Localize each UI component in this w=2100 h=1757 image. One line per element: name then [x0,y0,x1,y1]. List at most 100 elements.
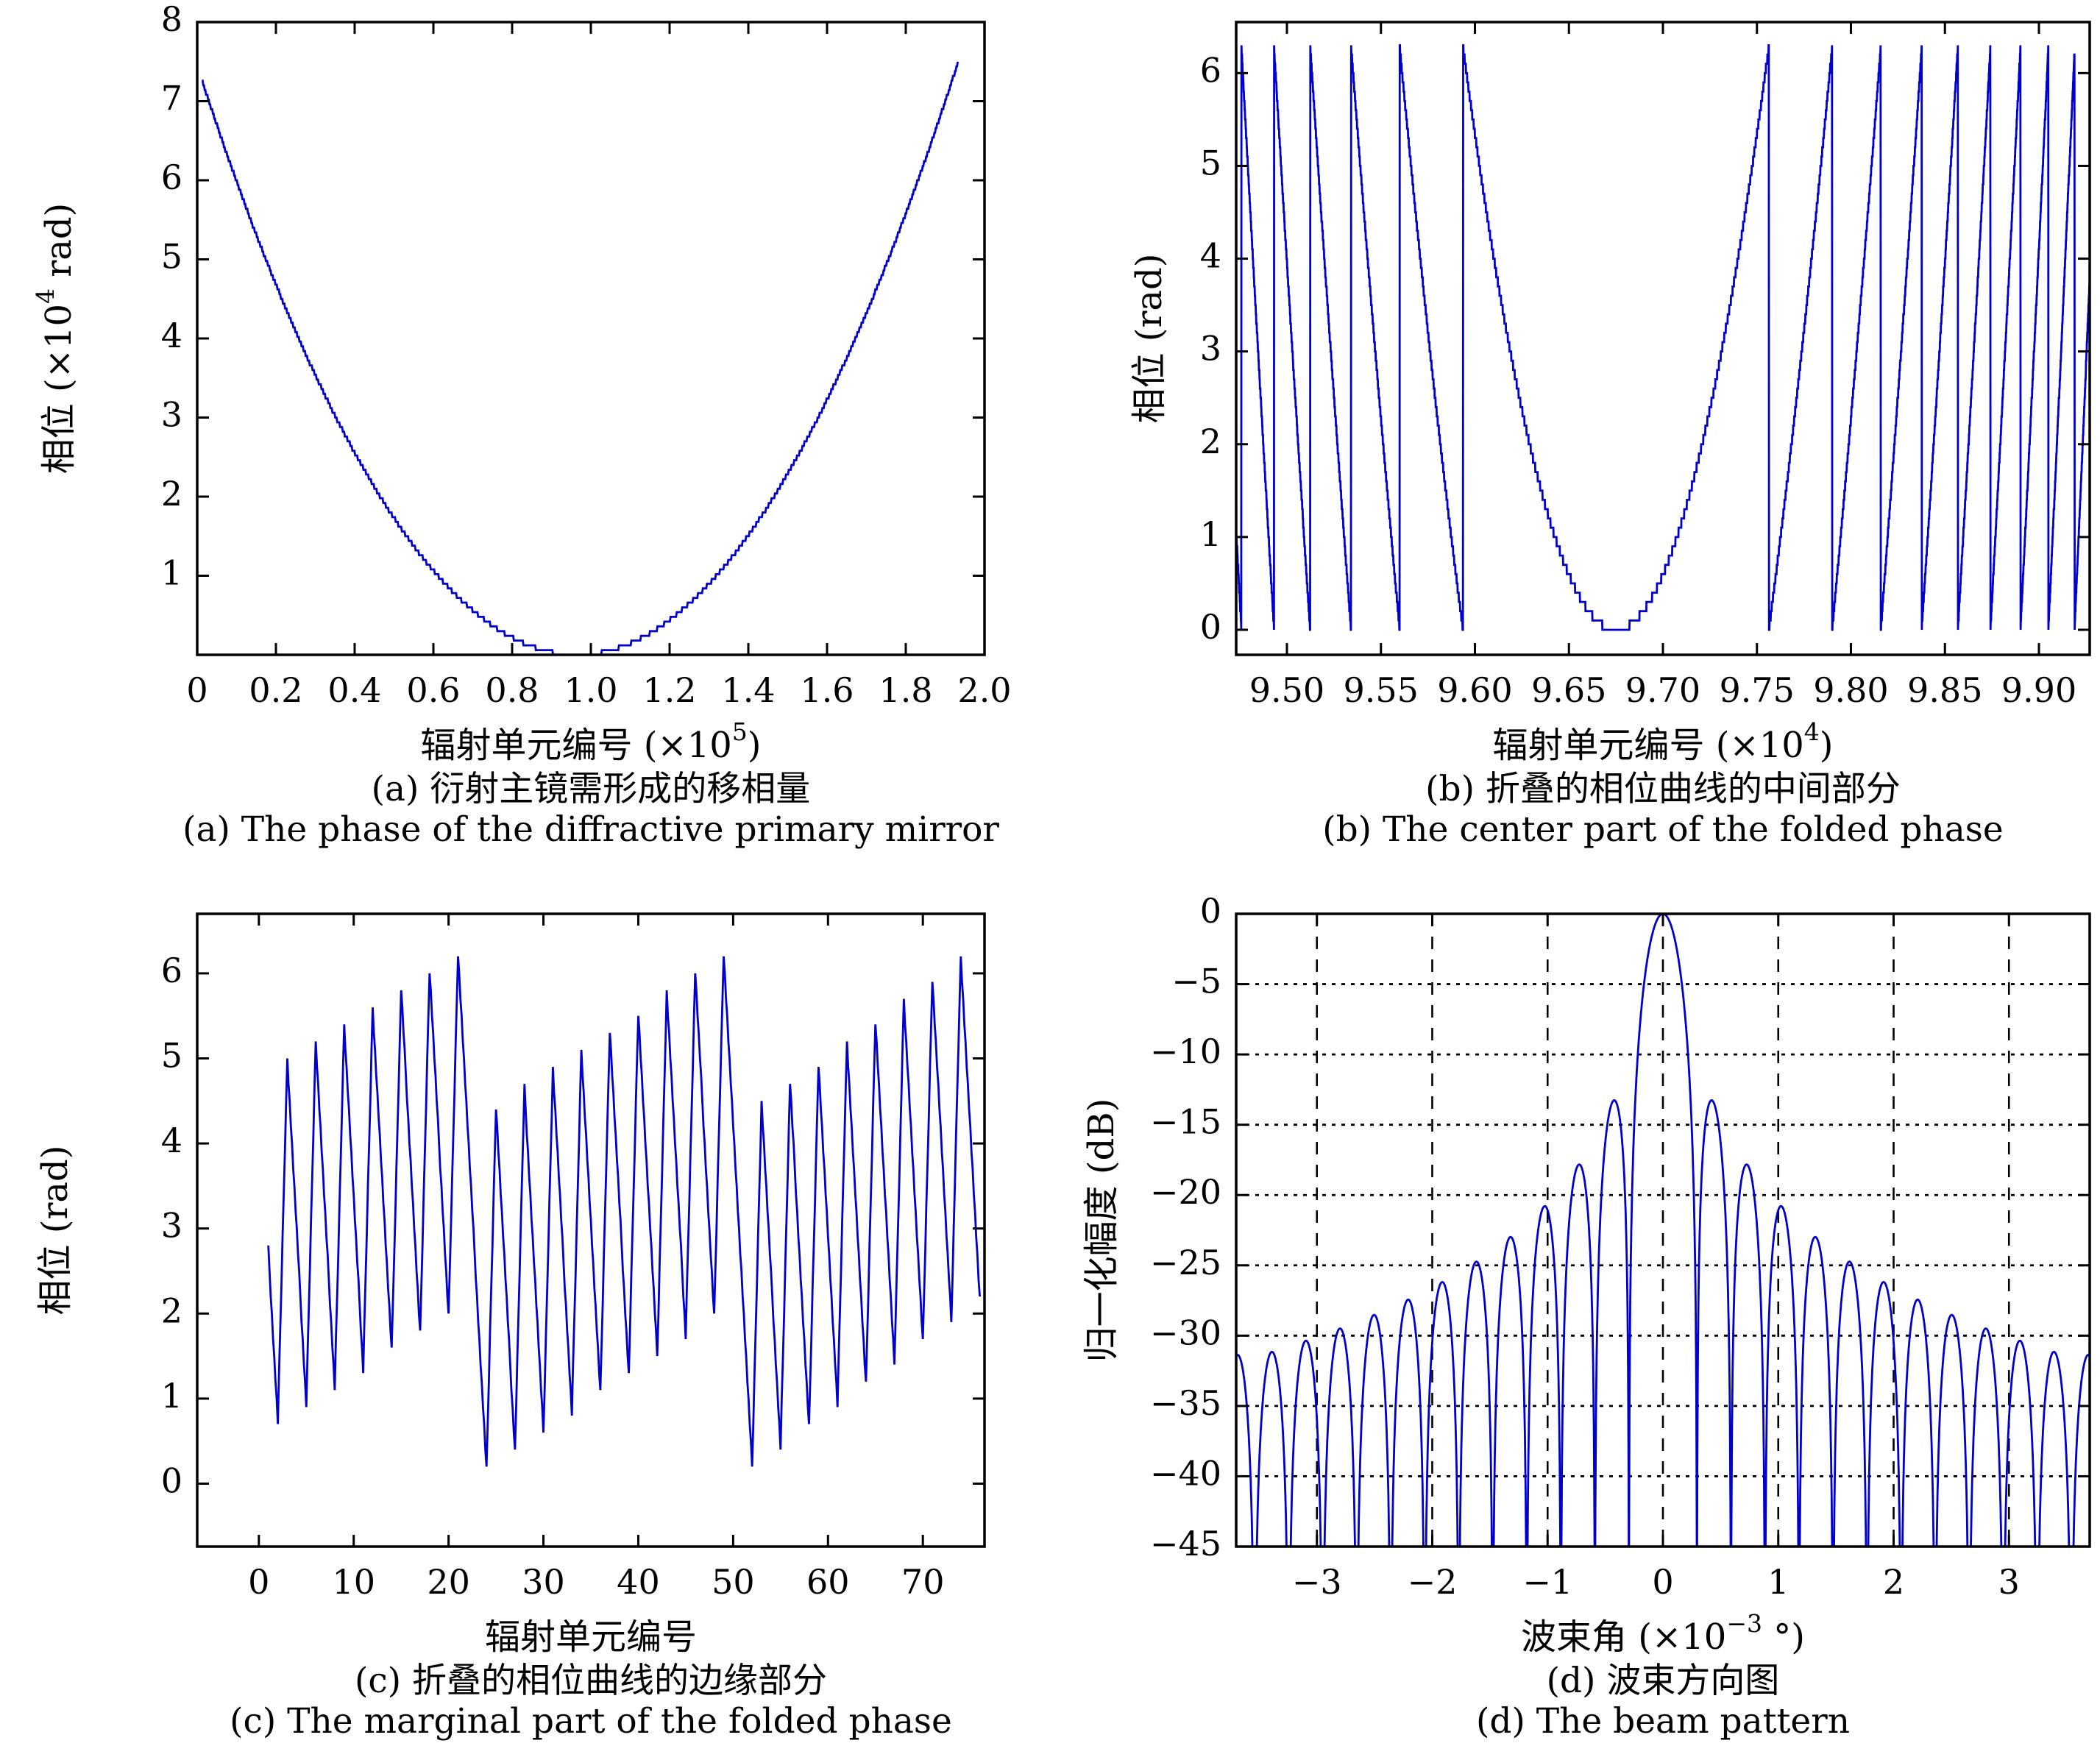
y-tick-label: −30 [1150,1313,1221,1352]
x-tick-label: 1 [1767,1562,1789,1602]
panel-d-caption-en: (d) The beam pattern [1476,1701,1850,1742]
y-tick-label: −45 [1150,1524,1221,1563]
panel-b: 9.50 9.55 9.60 9.65 9.70 9.75 9.80 9.85 9.90 0 1 2 3… [1050,0,2100,878]
panel-d: −3 −2 −1 0 1 2 3 0 −5 −10 −15 −20 −25 −30 −35 −40 −45 波束角… [1050,878,2100,1757]
x-tick-label: −1 [1522,1562,1572,1602]
panel-c-plot: 0 10 20 30 40 50 60 70 0 1 2 3 4 5 6 辐射单元编号 相位 (rad) [35,912,986,1658]
x-tick-label: 9.65 [1531,670,1606,710]
x-tick-label: 0.8 [485,670,539,710]
data-series-b [1236,44,2090,631]
y-tick-label: −35 [1150,1383,1221,1423]
panel-b-plot: 9.50 9.55 9.60 9.65 9.70 9.75 9.80 9.85 9.90 0 1 2 3… [1129,21,2091,766]
x-tick-label: 20 [427,1562,470,1602]
axis-label: 波束角 (×10−3 °) [1521,1609,1805,1658]
x-tick-label: 0.4 [327,670,381,710]
y-tick-label: 2 [1200,422,1221,461]
y-tick-label: 5 [161,237,182,277]
y-tick-label: 4 [161,1121,182,1160]
panel-c-caption-en: (c) The marginal part of the folded phas… [230,1701,952,1742]
x-tick-label: 9.60 [1437,670,1512,710]
x-tick-label: −2 [1408,1562,1458,1602]
x-tick-label: 1.2 [642,670,696,710]
y-tick-label: −40 [1150,1453,1221,1493]
axis-ticks [1236,912,2090,1548]
y-tick-label: 1 [161,553,182,593]
axis-label: 辐射单元编号 [485,1616,697,1658]
panel-c: 0 10 20 30 40 50 60 70 0 1 2 3 4 5 6 辐射单元编号 相位 (rad) (c)… [0,878,1050,1757]
panel-d-plot: −3 −2 −1 0 1 2 30−5−10−15−20−25−30−35−40−45波束角… [1081,891,2091,1658]
panel-a: 0 0.2 0.4 0.6 0.8 1.0 1.2 1.4 1.6 1.8 2.0 1 2 3 4 5 6 7 8 辐… [0,0,1050,878]
data-series-c [267,956,981,1467]
y-tick-label: 2 [161,1291,182,1330]
y-tick-label: 6 [161,157,182,197]
y-tick-label: 0 [161,1460,182,1500]
y-tick-label: 5 [1200,143,1221,182]
y-tick-label: 6 [161,951,182,990]
data-series-a [202,61,959,655]
y-tick-label: 7 [161,79,182,118]
panel-a-caption-en: (a) The phase of the diffractive primary… [182,809,999,850]
x-tick-label: 9.80 [1813,670,1888,710]
x-tick-label: 50 [712,1562,755,1602]
x-tick-label: 9.50 [1249,670,1324,710]
y-tick-label: 1 [1200,514,1221,554]
panel-c-caption-zh: (c) 折叠的相位曲线的边缘部分 [355,1661,827,1701]
y-tick-label: 8 [161,0,182,39]
x-tick-label: 2 [1883,1562,1904,1602]
axis-label: 相位 (rad) [35,1145,76,1315]
x-tick-label: 0 [1652,1562,1673,1602]
panel-b-caption-zh: (b) 折叠的相位曲线的中间部分 [1425,769,1901,809]
x-tick-label: 30 [522,1562,565,1602]
axis-label: 辐射单元编号 (×104) [1492,717,1833,766]
axis-label: 归一化幅度 (dB) [1081,1098,1122,1363]
y-tick-label: 6 [1200,50,1221,90]
y-tick-label: 3 [161,395,182,435]
x-tick-label: 9.85 [1907,670,1982,710]
x-tick-label: −3 [1292,1562,1342,1602]
x-tick-label: 1.4 [721,670,775,710]
x-tick-label: 70 [901,1562,945,1602]
y-tick-label: 4 [161,316,182,355]
panel-b-caption-en: (b) The center part of the folded phase [1322,809,2004,850]
y-tick-label: 0 [1200,607,1221,647]
x-tick-label: 0.6 [406,670,460,710]
axis-label: 辐射单元编号 (×105) [420,717,761,766]
y-tick-label: 3 [161,1206,182,1246]
x-tick-label: 10 [332,1562,375,1602]
x-tick-label: 0 [186,670,207,710]
x-tick-label: 1.0 [564,670,617,710]
y-tick-label: 5 [161,1036,182,1076]
axis-ticks [197,914,985,1547]
y-tick-label: 2 [161,474,182,514]
x-tick-label: 9.90 [2001,670,2076,710]
axis-ticks [1236,22,2090,655]
data-series-d [1236,914,2090,1547]
panel-a-plot: 0 0.2 0.4 0.6 0.8 1.0 1.2 1.4 1.6 1.8 2.0 1 2 3 4 5 6 7 8 辐… [31,0,1012,766]
plot-frame-a [196,21,986,656]
y-tick-label: 4 [1200,236,1221,276]
y-tick-label: 3 [1200,329,1221,369]
axis-ticks [196,21,986,655]
y-tick-label: −5 [1171,962,1221,1001]
axis-label: 相位 (×104 rad) [31,203,79,475]
panel-d-caption-zh: (d) 波束方向图 [1546,1661,1780,1701]
y-tick-label: −25 [1150,1243,1221,1282]
y-tick-label: 0 [1200,891,1221,931]
x-tick-label: 1.6 [800,670,854,710]
y-tick-label: −15 [1150,1102,1221,1142]
grid-lines [1236,914,2090,1547]
x-tick-label: 9.70 [1625,670,1700,710]
x-tick-label: 0 [248,1562,269,1602]
panel-a-caption-zh: (a) 衍射主镜需形成的移相量 [371,769,811,809]
x-tick-label: 0.2 [249,670,302,710]
y-tick-label: −20 [1150,1172,1221,1212]
axis-label: 相位 (rad) [1129,253,1170,423]
plot-frame-c [196,912,986,1548]
x-tick-label: 2.0 [957,670,1011,710]
x-tick-label: 1.8 [879,670,932,710]
x-tick-label: 3 [1998,1562,2020,1602]
x-tick-label: 9.55 [1344,670,1419,710]
x-tick-label: 40 [617,1562,660,1602]
y-tick-label: 1 [161,1376,182,1416]
